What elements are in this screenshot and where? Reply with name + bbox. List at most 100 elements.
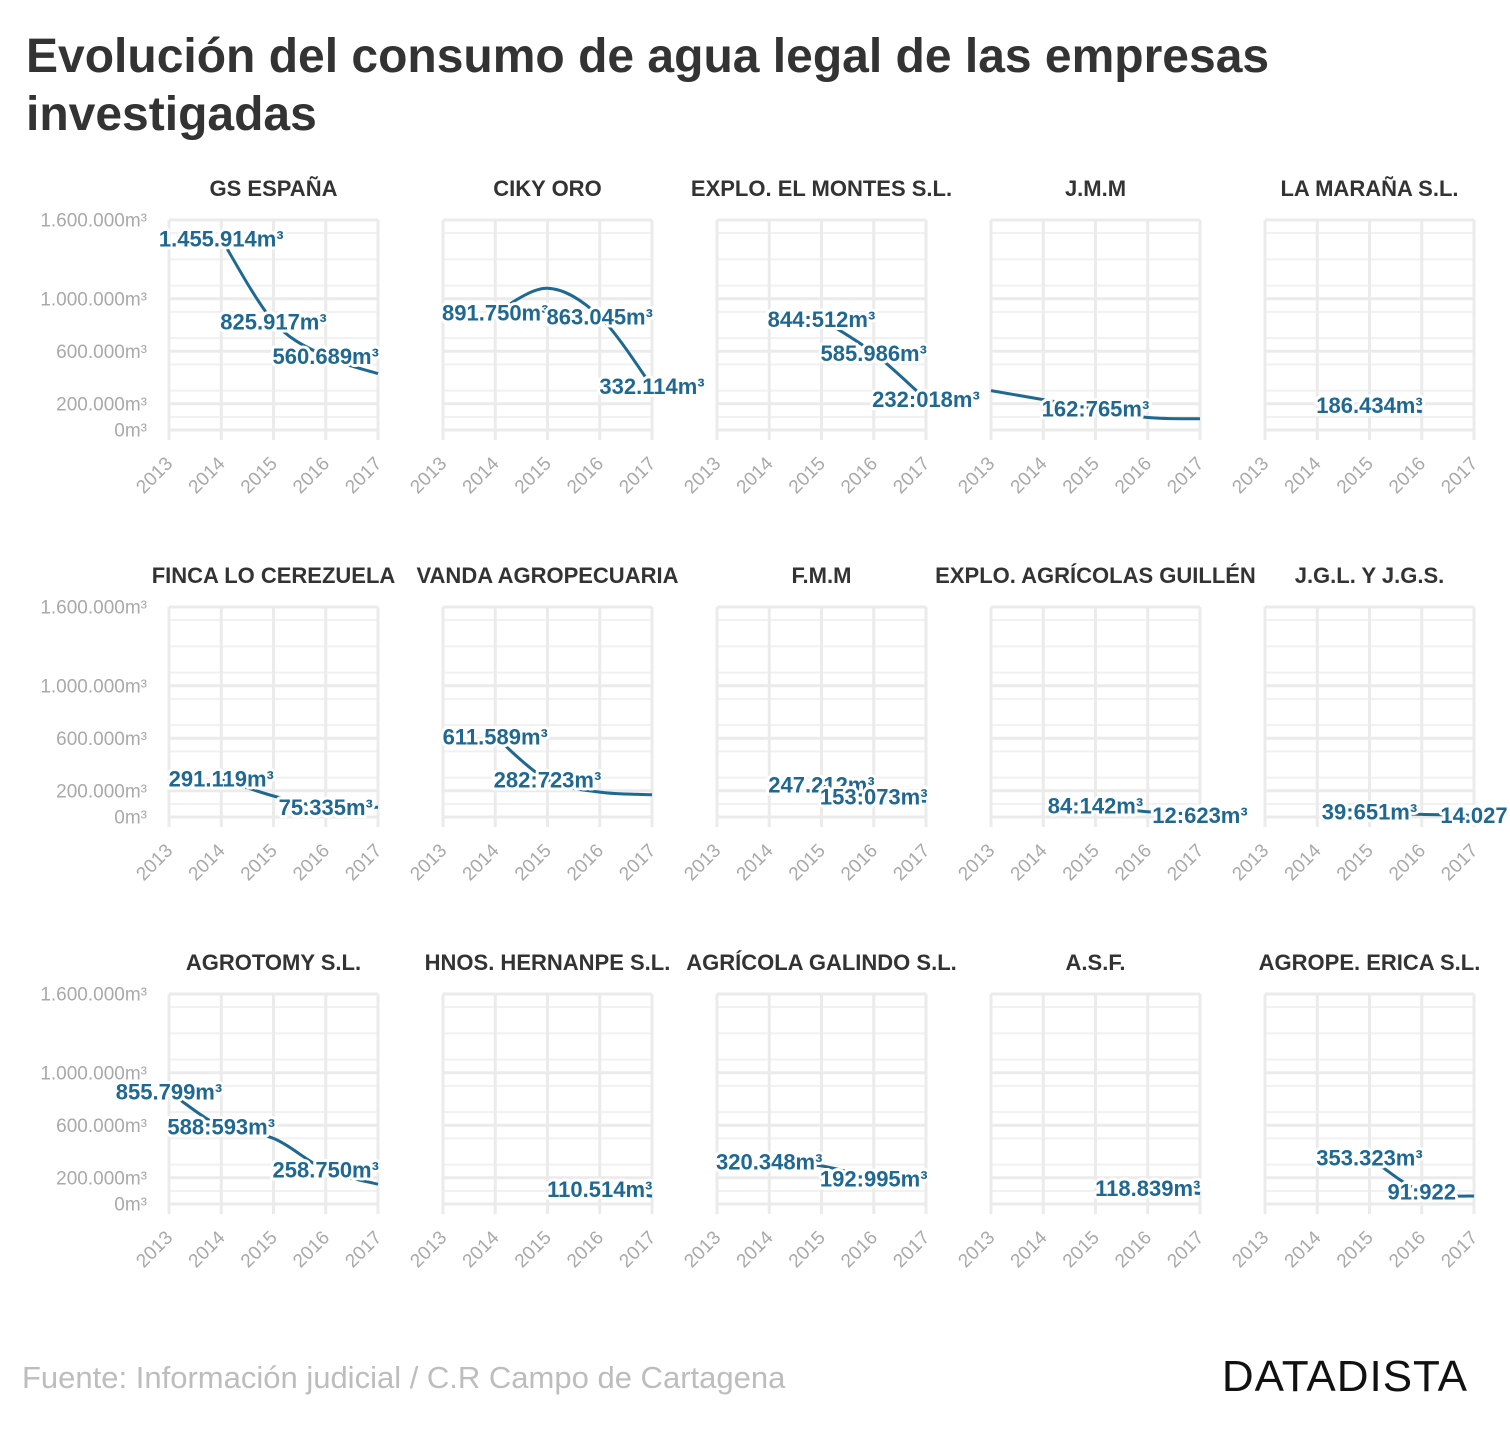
x-tick-label: 2013 <box>680 1227 725 1272</box>
x-tick-label: 2013 <box>1228 453 1273 498</box>
x-tick-label: 2014 <box>1281 453 1326 498</box>
y-tick-label: 1.600.000m³ <box>40 211 147 232</box>
data-label: 282:723m³ <box>494 768 602 793</box>
x-tick-label: 2014 <box>733 840 778 885</box>
x-tick-label: 2013 <box>406 1227 451 1272</box>
x-tick-label: 2015 <box>237 840 282 885</box>
data-label: 153:073m³ <box>820 785 928 810</box>
x-tick-label: 2015 <box>1059 453 1104 498</box>
y-tick-label: 0m³ <box>114 1195 147 1216</box>
panel-5: FINCA LO CEREZUELA 2013 2014 2015 2016 2017 0m… <box>40 563 395 885</box>
panel-9: J.G.L. Y J.G.S. 2013 2014 2015 2016 2017 39:65… <box>1228 563 1510 885</box>
data-label: 110.514m³ <box>547 1177 652 1202</box>
x-tick-label: 2014 <box>1007 1227 1052 1272</box>
data-label: 258.750m³ <box>273 1158 379 1183</box>
series-line <box>769 1160 875 1181</box>
x-tick-label: 2016 <box>563 840 608 885</box>
series-line <box>494 735 653 797</box>
series-line <box>494 286 654 388</box>
x-tick-label: 2015 <box>1059 840 1104 885</box>
x-tick-label: 2017 <box>1437 1227 1482 1272</box>
data-label: 1.455.914m³ <box>159 227 284 252</box>
x-tick-label: 2017 <box>615 840 660 885</box>
series-line <box>220 238 379 376</box>
x-tick-label: 2017 <box>889 1227 934 1272</box>
series-line <box>1369 810 1475 817</box>
data-label: 588:593m³ <box>167 1114 275 1139</box>
x-tick-label: 2017 <box>889 453 934 498</box>
x-tick-label: 2013 <box>954 453 999 498</box>
series-line <box>821 783 927 803</box>
y-tick-label: 1.000.000m³ <box>40 1063 147 1084</box>
panel-title: LA MARAÑA S.L. <box>1280 176 1458 201</box>
panel-12: AGRÍCOLA GALINDO S.L. 2013 2014 2015 2016 201… <box>680 950 956 1272</box>
panel-1: CIKY ORO 2013 2014 2015 2016 2017 891.750m³863… <box>406 176 707 498</box>
x-tick-label: 2013 <box>132 1227 177 1272</box>
series-line <box>1147 1186 1201 1195</box>
x-tick-label: 2015 <box>511 453 556 498</box>
x-tick-label: 2015 <box>1333 840 1378 885</box>
series-line <box>1368 1156 1475 1198</box>
x-tick-label: 2017 <box>341 1227 386 1272</box>
panel-title: EXPLO. EL MONTES S.L. <box>691 176 952 201</box>
x-tick-label: 2016 <box>1385 453 1430 498</box>
panel-title: AGRÍCOLA GALINDO S.L. <box>686 950 957 975</box>
x-tick-label: 2014 <box>185 840 230 885</box>
series-line <box>1095 804 1201 817</box>
data-label: 247.212m³ <box>768 772 874 797</box>
data-label: 291.119m³ <box>169 766 274 791</box>
panel-title: F.M.M <box>792 563 852 588</box>
x-tick-label: 2015 <box>511 1227 556 1272</box>
x-tick-label: 2015 <box>1333 1227 1378 1272</box>
y-tick-label: 0m³ <box>114 808 147 829</box>
panel-10: AGROTOMY S.L. 2013 2014 2015 2016 2017 0m³ 200.… <box>40 950 386 1272</box>
data-label: 118.839m³ <box>1095 1176 1200 1201</box>
series-line <box>220 777 379 810</box>
x-tick-label: 2016 <box>563 1227 608 1272</box>
source-note: Fuente: Información judicial / C.R Campo… <box>22 1360 786 1395</box>
panel-11: HNOS. HERNANPE S.L. 2013 2014 2015 2016 2017 1… <box>406 950 670 1272</box>
data-label: 844:512m³ <box>768 307 876 332</box>
datadista-logo: DATADISTA <box>1221 1352 1468 1401</box>
x-tick-label: 2016 <box>1385 840 1430 885</box>
x-tick-label: 2013 <box>954 1227 999 1272</box>
panel-title: VANDA AGROPECUARIA <box>417 563 679 588</box>
x-tick-label: 2014 <box>459 453 504 498</box>
y-tick-label: 1.600.000m³ <box>40 985 147 1006</box>
x-tick-label: 2014 <box>1007 453 1052 498</box>
panel-4: LA MARAÑA S.L. 2013 2014 2015 2016 2017 186.43… <box>1228 176 1482 498</box>
data-label: 84:142m³ <box>1048 794 1143 819</box>
x-tick-label: 2013 <box>1228 840 1273 885</box>
x-tick-label: 2013 <box>406 840 451 885</box>
x-tick-label: 2016 <box>1111 840 1156 885</box>
data-label: 353.323m³ <box>1316 1145 1422 1170</box>
x-tick-label: 2017 <box>341 453 386 498</box>
x-tick-label: 2015 <box>237 1227 282 1272</box>
data-label: 14.027 <box>1440 803 1507 828</box>
x-tick-label: 2015 <box>785 840 830 885</box>
data-label: 75.335m³ <box>279 795 373 820</box>
panel-8: EXPLO. AGRÍCOLAS GUILLÉN 2013 2014 2015 2016… <box>935 563 1256 885</box>
data-label: 825.917m³ <box>220 309 326 334</box>
x-tick-label: 2015 <box>785 453 830 498</box>
series-line <box>168 1090 379 1186</box>
x-tick-label: 2014 <box>1281 840 1326 885</box>
x-tick-label: 2016 <box>1111 453 1156 498</box>
x-tick-label: 2015 <box>237 453 282 498</box>
x-tick-label: 2017 <box>1163 453 1208 498</box>
y-tick-label: 200.000m³ <box>56 781 147 802</box>
x-tick-label: 2017 <box>615 453 660 498</box>
x-tick-label: 2017 <box>889 840 934 885</box>
x-tick-label: 2014 <box>459 840 504 885</box>
y-tick-label: 1.600.000m³ <box>40 598 147 619</box>
y-tick-label: 200.000m³ <box>56 1168 147 1189</box>
panel-title: GS ESPAÑA <box>210 176 338 201</box>
panel-2: EXPLO. EL MONTES S.L. 2013 2014 2015 2016 201… <box>680 176 982 498</box>
panel-0: GS ESPAÑA 2013 2014 2015 2016 2017 0m³ 200.000m… <box>40 176 386 498</box>
x-tick-label: 2015 <box>1333 453 1378 498</box>
data-label: 891.750m³ <box>442 301 548 326</box>
y-tick-label: 1.000.000m³ <box>40 289 147 310</box>
x-tick-label: 2016 <box>837 1227 882 1272</box>
panel-title: A.S.F. <box>1066 950 1126 975</box>
x-tick-label: 2015 <box>785 1227 830 1272</box>
